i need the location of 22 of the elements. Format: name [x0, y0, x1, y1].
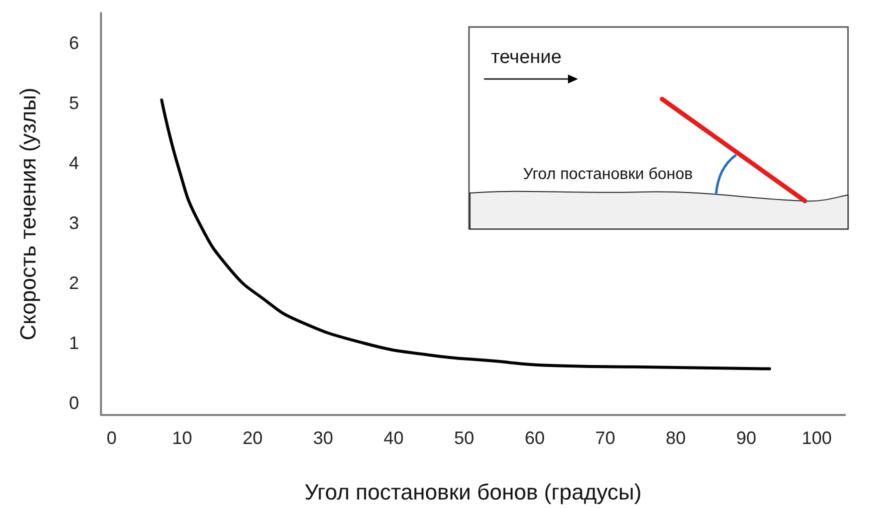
x-tick-label: 60 — [524, 428, 545, 448]
x-tick-label: 100 — [802, 428, 832, 448]
annotation: Угол постановки бонов — [523, 166, 693, 183]
y-tick-label: 1 — [68, 333, 79, 353]
y-tick-label: 6 — [68, 33, 79, 53]
x-tick-label: 10 — [172, 428, 192, 448]
annotation: течение — [491, 47, 562, 68]
y-tick-label: 0 — [68, 393, 79, 413]
y-tick-label: 4 — [68, 153, 79, 173]
y-tick-label: 3 — [68, 213, 79, 233]
y-tick-label: 2 — [68, 273, 79, 293]
x-axis-title: Угол постановки бонов (градусы) — [304, 480, 642, 504]
x-tick-label: 30 — [313, 428, 334, 448]
x-tick-label: 90 — [736, 428, 756, 448]
y-axis-title: Скорость течения (узлы) — [16, 88, 40, 340]
x-tick-label: 0 — [106, 428, 117, 448]
x-tick-label: 40 — [384, 428, 404, 448]
x-tick-label: 20 — [242, 428, 263, 448]
x-tick-label: 80 — [666, 428, 686, 448]
y-tick-label: 5 — [68, 93, 79, 113]
x-tick-label: 70 — [595, 428, 616, 448]
x-tick-label: 50 — [454, 428, 474, 448]
